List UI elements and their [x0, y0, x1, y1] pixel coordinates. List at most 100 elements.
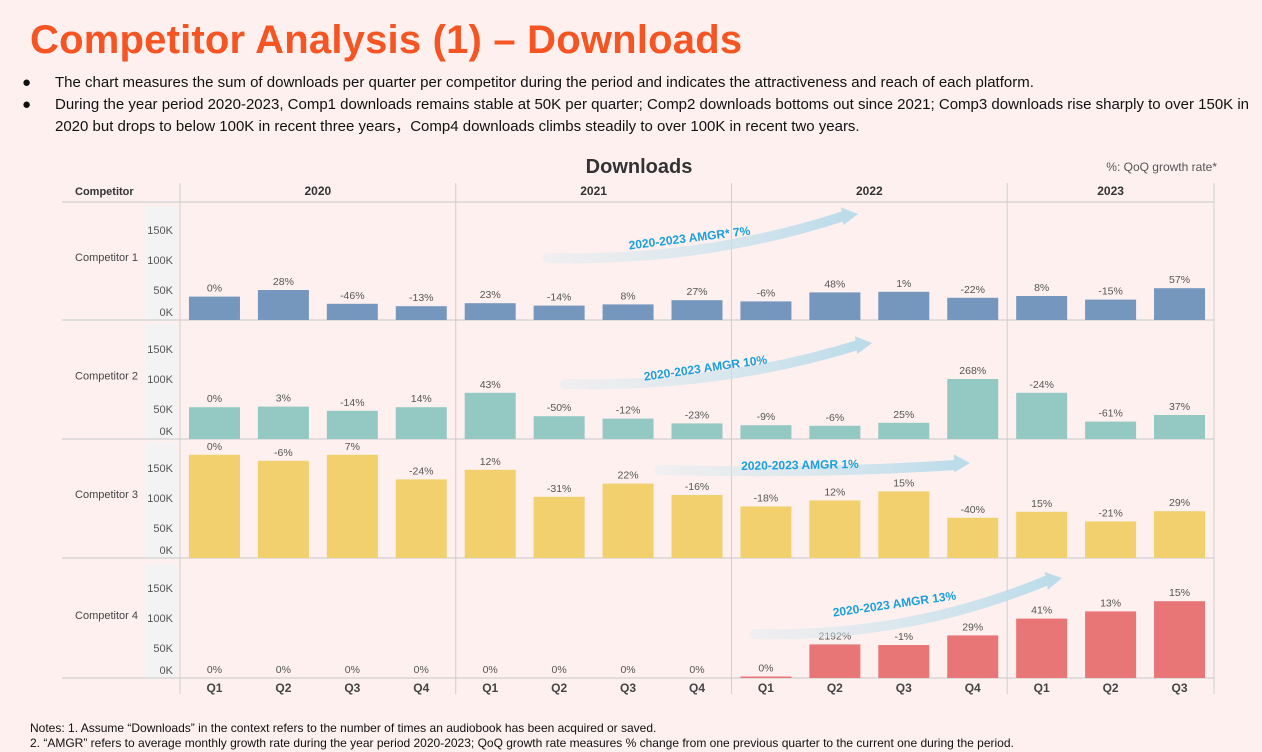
bar — [740, 301, 792, 320]
growth-label: -16% — [685, 481, 710, 493]
growth-label: -14% — [547, 292, 572, 304]
growth-label: 0% — [758, 663, 773, 675]
bar — [1154, 415, 1206, 439]
growth-label: 13% — [1100, 597, 1121, 609]
growth-label: 15% — [893, 477, 914, 489]
bar — [1085, 299, 1137, 320]
quarter-label: Q3 — [344, 681, 360, 695]
bar — [464, 469, 516, 558]
bar — [1016, 392, 1068, 439]
bullet-marker: ● — [22, 96, 32, 113]
bar — [326, 454, 378, 558]
growth-label: -6% — [757, 287, 776, 299]
note-line: 2. “AMGR” refers to average monthly grow… — [30, 736, 1014, 750]
bar — [1154, 288, 1206, 320]
axis-strip — [146, 206, 178, 320]
growth-label: 0% — [207, 664, 222, 676]
growth-label: -14% — [340, 397, 365, 409]
bullet-item: ● During the year period 2020-2023, Comp… — [0, 94, 1262, 138]
bar — [809, 425, 861, 439]
growth-label: 0% — [552, 664, 567, 676]
y-tick-label: 150K — [147, 344, 173, 356]
row-label: Competitor 1 — [75, 252, 138, 264]
y-tick-label: 0K — [160, 545, 174, 557]
year-label: 2020 — [305, 184, 332, 198]
bar — [257, 460, 309, 558]
row-label: Competitor 2 — [75, 371, 138, 383]
bar — [947, 379, 999, 439]
bar — [602, 483, 654, 558]
growth-label: -12% — [616, 405, 641, 417]
growth-label: 57% — [1169, 274, 1190, 286]
bar — [188, 454, 240, 558]
bar — [533, 496, 585, 558]
quarter-label: Q2 — [275, 681, 291, 695]
growth-label: 25% — [893, 409, 914, 421]
bar — [1085, 611, 1137, 678]
growth-label: 48% — [824, 278, 845, 290]
y-tick-label: 150K — [147, 463, 173, 475]
growth-label: 27% — [686, 286, 707, 298]
growth-label: 0% — [276, 664, 291, 676]
growth-label: 0% — [620, 664, 635, 676]
bullet-list: ● The chart measures the sum of download… — [0, 72, 1262, 138]
amgr-arrow — [655, 460, 961, 477]
growth-label: 37% — [1169, 401, 1190, 413]
quarter-label: Q4 — [413, 681, 429, 695]
bar — [878, 491, 930, 558]
y-tick-label: 0K — [160, 307, 174, 319]
bar — [188, 296, 240, 320]
amgr-arrow — [750, 575, 1053, 640]
bar — [671, 300, 723, 320]
bar — [878, 645, 930, 678]
growth-label: -50% — [547, 402, 572, 414]
quarter-label: Q3 — [620, 681, 636, 695]
growth-label: 41% — [1031, 605, 1052, 617]
y-tick-label: 50K — [153, 643, 173, 655]
growth-label: 268% — [959, 365, 986, 377]
amgr-arrow — [560, 340, 863, 390]
growth-label: -21% — [1098, 507, 1123, 519]
growth-label: -31% — [547, 483, 572, 495]
growth-label: 29% — [1169, 497, 1190, 509]
growth-label: 0% — [689, 664, 704, 676]
growth-label: 0% — [483, 664, 498, 676]
y-tick-label: 50K — [153, 404, 173, 416]
growth-label: -46% — [340, 290, 365, 302]
bar — [809, 500, 861, 558]
growth-label: 12% — [480, 456, 501, 468]
axis-strip — [146, 324, 178, 439]
bar — [878, 422, 930, 439]
growth-label: 43% — [480, 379, 501, 391]
quarter-label: Q1 — [206, 681, 222, 695]
growth-label: -6% — [826, 412, 845, 424]
quarter-label: Q2 — [827, 681, 843, 695]
growth-label: 0% — [207, 441, 222, 453]
chart-title: Downloads — [586, 156, 693, 178]
bar — [395, 479, 447, 558]
y-tick-label: 0K — [160, 665, 174, 677]
growth-label: 0% — [414, 664, 429, 676]
bar — [1154, 511, 1206, 558]
bullet-text: During the year period 2020-2023, Comp1 … — [55, 96, 1250, 135]
bar — [464, 392, 516, 439]
quarter-label: Q2 — [551, 681, 567, 695]
growth-label: 8% — [620, 290, 635, 302]
bar — [740, 506, 792, 558]
growth-label: -24% — [1029, 379, 1054, 391]
growth-label: -40% — [960, 504, 985, 516]
growth-label: 0% — [207, 393, 222, 405]
y-tick-label: 150K — [147, 583, 173, 595]
growth-label: 8% — [1034, 282, 1049, 294]
growth-label: 28% — [273, 276, 294, 288]
bar — [1085, 521, 1137, 558]
amgr-arrow-head — [1044, 572, 1062, 590]
bar — [326, 303, 378, 320]
growth-label: -1% — [894, 631, 913, 643]
bar — [602, 418, 654, 439]
bar — [395, 407, 447, 439]
bar — [809, 292, 861, 320]
growth-label: 0% — [345, 664, 360, 676]
quarter-label: Q3 — [1172, 681, 1188, 695]
downloads-chart: Downloads %: QoQ growth rate* Competitor 20… — [62, 156, 1217, 695]
